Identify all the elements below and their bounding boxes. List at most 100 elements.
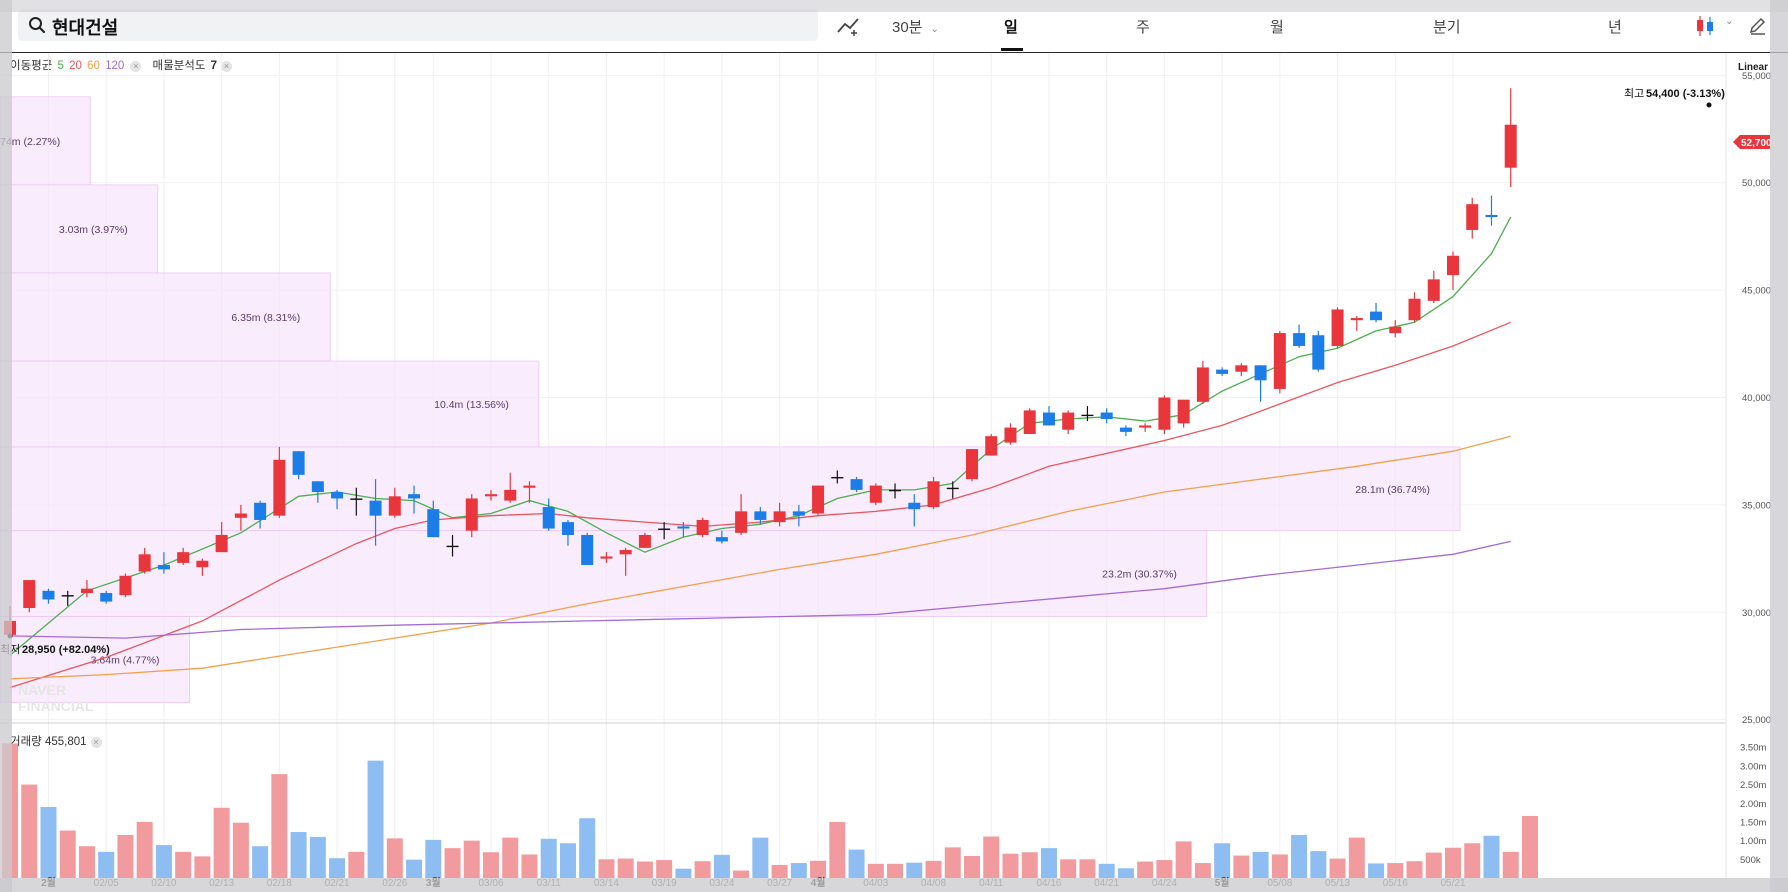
volume-bar (425, 839, 442, 878)
candle-body (1312, 335, 1325, 370)
volume-bar (1156, 860, 1173, 878)
candle-body (1273, 333, 1286, 389)
close-icon[interactable]: × (221, 61, 233, 72)
interval-dropdown[interactable]: 30분 ⌄ (892, 16, 939, 37)
ma-period-120: 120 (105, 60, 125, 72)
volume-bar (1002, 853, 1019, 878)
volume-bar (579, 818, 596, 878)
volume-bar (309, 836, 326, 878)
candle-body (292, 451, 305, 475)
candle-body (600, 556, 613, 559)
volume-legend: 거래량 455,801 × (10, 733, 102, 749)
volume-bar (983, 836, 1000, 878)
volume-bar (1194, 863, 1211, 878)
candle-body (869, 485, 882, 503)
volume-bar (1137, 861, 1154, 878)
volume-bar (348, 851, 365, 878)
chart-type-dropdown[interactable]: ⌄ (1695, 14, 1735, 38)
candle-body (80, 588, 93, 593)
high-label: 최고 (1624, 87, 1644, 100)
candle-body (485, 494, 497, 497)
volume-profile-bar (0, 272, 331, 362)
volume-bar (1175, 841, 1192, 878)
volume-bar (194, 856, 211, 878)
close-icon[interactable]: × (90, 737, 102, 748)
watermark-logo: FINANCIAL (18, 698, 94, 714)
candle-body (561, 522, 574, 535)
candle-body (1408, 298, 1421, 321)
candle-body (1370, 311, 1383, 321)
volume-bar (1348, 837, 1365, 878)
candle-body (369, 500, 382, 516)
volume-bar (502, 837, 519, 878)
volume-bar (155, 845, 172, 878)
volume-bar (887, 863, 904, 878)
scale-type[interactable]: Linear (1738, 62, 1769, 73)
volume-tick-label: 500k (1740, 855, 1761, 866)
volume-profile-label: 3.64m (4.77%) (91, 655, 160, 667)
tab-week[interactable]: 주 (1136, 19, 1150, 36)
volume-profile-bar (0, 96, 91, 186)
volume-tick-label: 3.00m (1740, 761, 1766, 772)
search-query[interactable]: 현대건설 (52, 18, 119, 38)
candle-body (1004, 427, 1017, 443)
candle-body (196, 560, 209, 568)
volume-profile-label: 6.35m (8.31%) (231, 312, 300, 324)
volume-bar (713, 854, 730, 878)
volume-bar (386, 838, 403, 878)
search-box[interactable]: 현대건설 (18, 9, 818, 41)
price-tick-label: 40,000 (1742, 393, 1771, 404)
volume-bar (117, 835, 134, 878)
volume-bar (1521, 815, 1538, 878)
current-price: 52,700 (1741, 138, 1772, 149)
frame-overlay (0, 878, 1788, 892)
volume-bar (40, 807, 57, 878)
volume-bar (1368, 863, 1385, 878)
candle-body (254, 502, 267, 520)
volume-tick-label: 1.00m (1740, 836, 1766, 847)
volume-bar (1079, 859, 1096, 878)
drawing-tool-icon[interactable] (836, 15, 862, 37)
price-tick-label: 25,000 (1742, 715, 1771, 726)
candle-body (1485, 214, 1498, 218)
price-tick-label: 50,000 (1742, 178, 1771, 189)
price-tick-label: 35,000 (1742, 500, 1771, 511)
close-icon[interactable]: × (130, 61, 142, 72)
candle-body (23, 580, 36, 609)
candle-body (177, 552, 190, 563)
volume-bar (444, 848, 461, 878)
indicator-legend: 이동평균 5 20 60 120 × 매물분석도 7 × (10, 57, 240, 73)
tab-month[interactable]: 월 (1270, 19, 1284, 36)
volume-bar (540, 838, 557, 878)
candle-body (773, 511, 786, 523)
volume-bar (925, 860, 942, 878)
volume-bar (598, 859, 615, 878)
tab-year[interactable]: 년 (1608, 19, 1622, 36)
volume-bar (1483, 835, 1500, 878)
candle-body (1235, 365, 1248, 372)
candle-body (677, 526, 690, 529)
edit-pencil-icon[interactable] (1748, 15, 1768, 35)
volume-bar (463, 840, 480, 878)
candle-body (42, 590, 55, 600)
volume-bar (656, 860, 673, 878)
price-tick-label: 45,000 (1742, 286, 1771, 297)
volume-bar (1387, 863, 1404, 878)
volume-bar (559, 843, 576, 878)
candle-body (1389, 326, 1402, 334)
volume-profile-bar (0, 530, 1208, 618)
volume-bar (867, 863, 884, 878)
tab-quarter[interactable]: 분기 (1433, 19, 1461, 36)
chevron-down-icon: ⌄ (1725, 16, 1734, 27)
candle-body (1023, 410, 1036, 435)
volume-tick-label: 2.00m (1740, 799, 1766, 810)
volume-profile-label: 23.2m (30.37%) (1102, 569, 1177, 581)
volume-bar (790, 863, 807, 878)
candle-body (234, 513, 247, 518)
candle-body (446, 545, 459, 548)
ma-period-5: 5 (57, 60, 64, 72)
tab-day[interactable]: 일 (1004, 19, 1018, 36)
candle-body (100, 592, 113, 602)
candle-body (157, 565, 170, 570)
